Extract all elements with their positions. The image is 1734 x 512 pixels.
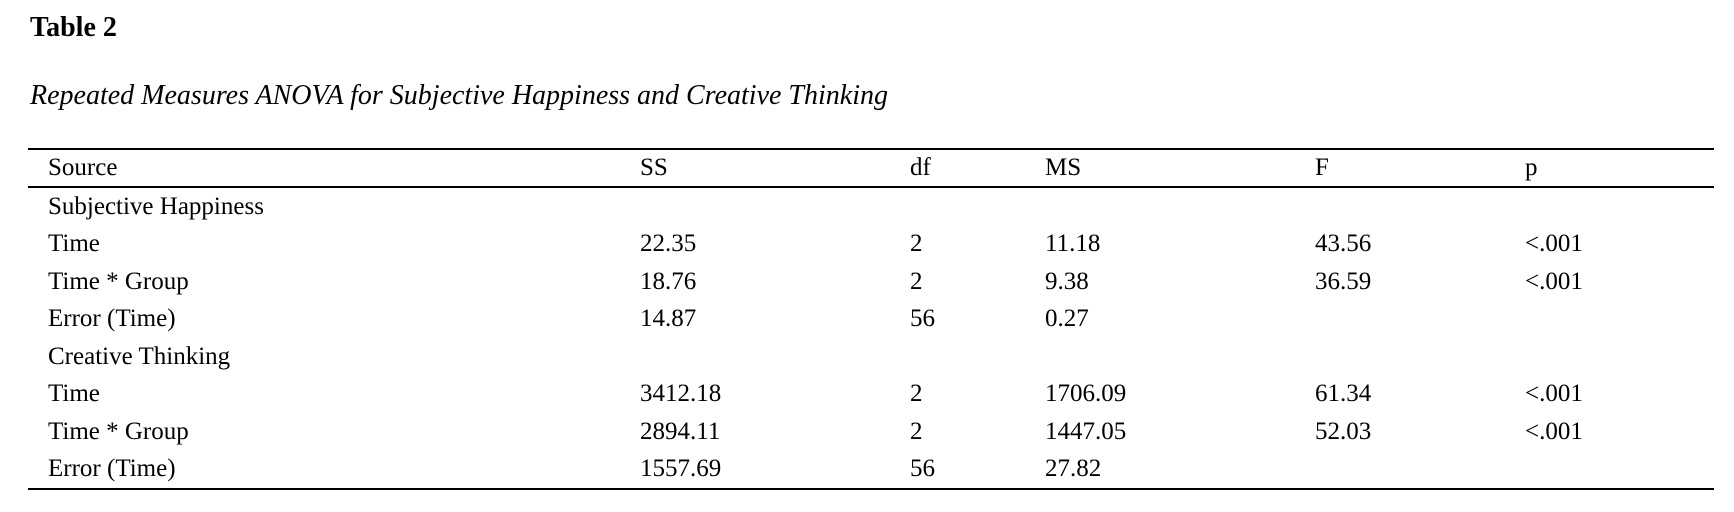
- cell-ss: [640, 338, 910, 376]
- cell-ms: 1706.09: [1045, 380, 1127, 408]
- cell-source: Time: [48, 380, 100, 408]
- cell-p: [1525, 187, 1714, 226]
- cell-ss: 1557.69: [640, 450, 910, 490]
- cell-ss: 18.76: [640, 267, 697, 295]
- cell-f: [1315, 450, 1525, 490]
- header-f: F: [1315, 148, 1525, 188]
- cell-source: Creative Thinking: [48, 342, 231, 370]
- cell-p: [1525, 450, 1714, 490]
- table-row: Time 22.35 2 11.18 43.56 <.001: [28, 226, 1714, 264]
- cell-ss: 3412.18: [640, 380, 722, 408]
- cell-source: Subjective Happiness: [48, 192, 264, 220]
- cell-df: [910, 338, 1045, 376]
- header-ss: SS: [640, 148, 910, 188]
- cell-p: <.001: [1525, 230, 1583, 258]
- cell-ss: 14.87: [640, 305, 697, 333]
- cell-ms: 11.18: [1045, 230, 1101, 258]
- header-source: Source: [28, 148, 640, 188]
- cell-f: 36.59: [1315, 267, 1372, 295]
- cell-df: 2: [910, 380, 923, 408]
- cell-df: 56: [910, 305, 935, 333]
- cell-f: 43.56: [1315, 230, 1372, 258]
- cell-ms: 1447.05: [1045, 417, 1127, 445]
- cell-f: [1315, 301, 1525, 339]
- cell-f: 52.03: [1315, 417, 1372, 445]
- cell-p: <.001: [1525, 417, 1583, 445]
- cell-ms: 27.82: [1045, 450, 1315, 490]
- cell-ms: 0.27: [1045, 305, 1089, 333]
- cell-ss: 2894.11: [640, 417, 721, 445]
- cell-source: Error (Time): [48, 305, 176, 333]
- cell-p: <.001: [1525, 267, 1583, 295]
- table-label: Table 2: [30, 12, 117, 43]
- cell-source: Error (Time): [28, 450, 640, 490]
- cell-source: Time * Group: [48, 417, 189, 445]
- table-title: Repeated Measures ANOVA for Subjective H…: [30, 80, 888, 111]
- cell-source: Time: [48, 230, 100, 258]
- cell-f: 61.34: [1315, 380, 1372, 408]
- cell-df: 2: [910, 267, 923, 295]
- cell-source: Time * Group: [48, 267, 189, 295]
- cell-p: [1525, 301, 1714, 339]
- table-row: Creative Thinking: [28, 338, 1714, 376]
- cell-df: 2: [910, 230, 923, 258]
- cell-f: [1315, 338, 1525, 376]
- cell-ms: [1045, 187, 1315, 226]
- table-row: Subjective Happiness: [28, 187, 1714, 226]
- table-row: Error (Time) 14.87 56 0.27: [28, 301, 1714, 339]
- table-row: Time * Group 2894.11 2 1447.05 52.03 <.0…: [28, 413, 1714, 451]
- cell-df: 56: [910, 450, 1045, 490]
- cell-f: [1315, 187, 1525, 226]
- header-row: Source SS df MS F p: [28, 148, 1714, 188]
- cell-p: <.001: [1525, 380, 1583, 408]
- table-row: Error (Time) 1557.69 56 27.82: [28, 450, 1714, 490]
- cell-p: [1525, 338, 1714, 376]
- header-df: df: [910, 148, 1045, 188]
- table-row: Time * Group 18.76 2 9.38 36.59 <.001: [28, 263, 1714, 301]
- cell-ss: [640, 187, 910, 226]
- anova-table: Source SS df MS F p Subjective Happiness…: [28, 148, 1714, 490]
- header-p: p: [1525, 148, 1714, 188]
- cell-df: 2: [910, 417, 923, 445]
- cell-ss: 22.35: [640, 230, 697, 258]
- cell-df: [910, 187, 1045, 226]
- cell-ms: 9.38: [1045, 267, 1089, 295]
- table-row: Time 3412.18 2 1706.09 61.34 <.001: [28, 376, 1714, 414]
- header-ms: MS: [1045, 148, 1315, 188]
- cell-ms: [1045, 338, 1315, 376]
